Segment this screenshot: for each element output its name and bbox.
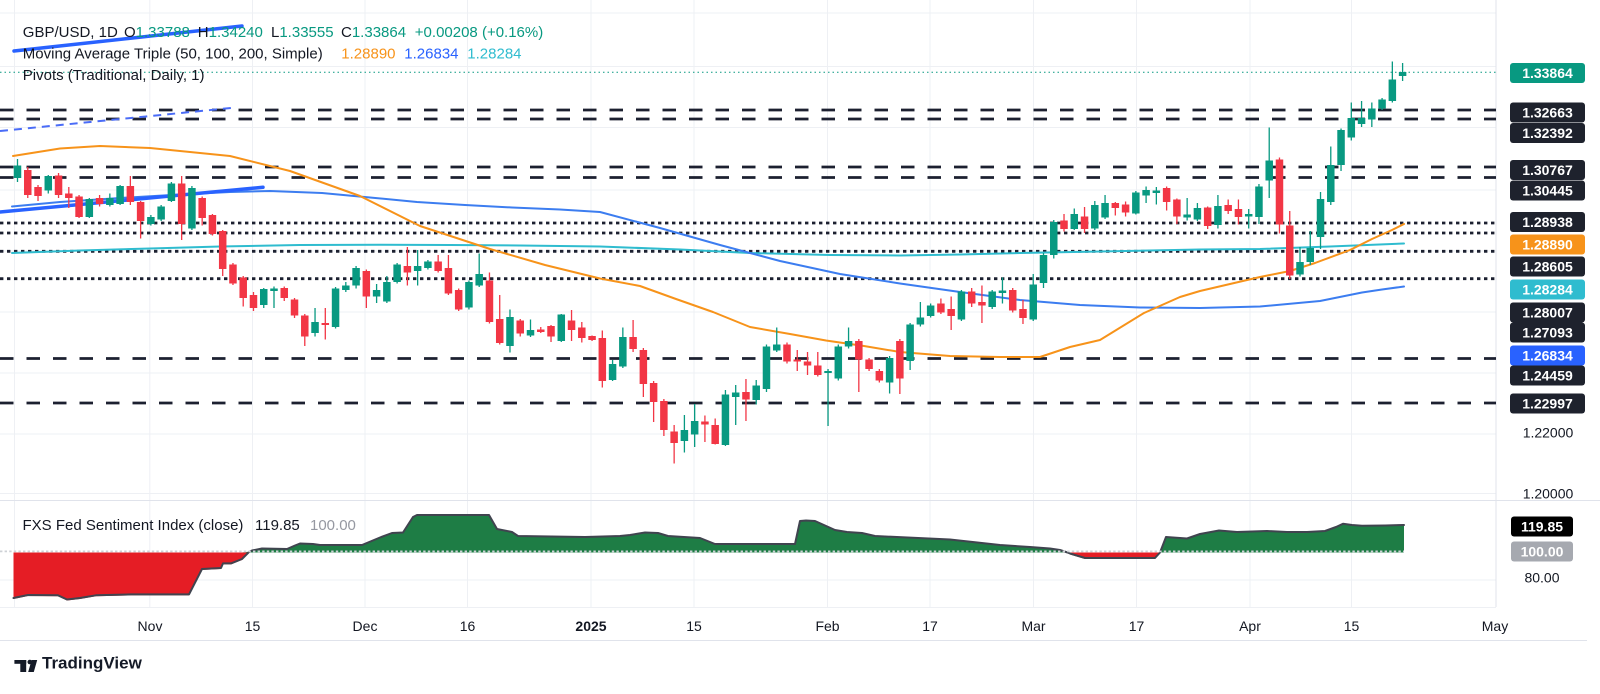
svg-text:Nov: Nov xyxy=(138,618,163,634)
svg-text:119.85: 119.85 xyxy=(255,517,300,534)
svg-text:Feb: Feb xyxy=(815,618,839,634)
svg-text:Dec: Dec xyxy=(353,618,378,634)
svg-text:17: 17 xyxy=(922,618,938,634)
svg-text:15: 15 xyxy=(686,618,702,634)
svg-text:1.28284: 1.28284 xyxy=(1522,282,1573,298)
svg-text:+0.00208 (+0.16%): +0.00208 (+0.16%) xyxy=(415,24,543,41)
svg-text:1.26834: 1.26834 xyxy=(1522,348,1573,364)
svg-text:15: 15 xyxy=(245,618,261,634)
svg-text:100.00: 100.00 xyxy=(1521,544,1564,560)
svg-text:1.28890: 1.28890 xyxy=(341,46,395,63)
svg-text:Moving Average Triple (50, 100: Moving Average Triple (50, 100, 200, Sim… xyxy=(23,46,323,63)
svg-text:100.00: 100.00 xyxy=(310,517,356,534)
svg-text:O1.33788: O1.33788 xyxy=(124,24,190,41)
svg-text:80.00: 80.00 xyxy=(1524,570,1559,586)
svg-text:1.22000: 1.22000 xyxy=(1523,425,1574,441)
svg-text:1.22997: 1.22997 xyxy=(1522,396,1573,412)
svg-text:1.28605: 1.28605 xyxy=(1522,259,1573,275)
svg-text:1.30767: 1.30767 xyxy=(1522,162,1573,178)
svg-text:1.32392: 1.32392 xyxy=(1522,125,1573,141)
svg-text:1.24459: 1.24459 xyxy=(1522,368,1573,384)
svg-text:May: May xyxy=(1482,618,1508,634)
svg-text:TradingView: TradingView xyxy=(42,654,143,673)
svg-text:1.33864: 1.33864 xyxy=(1522,65,1573,81)
svg-text:2025: 2025 xyxy=(575,618,606,634)
svg-text:1.28007: 1.28007 xyxy=(1522,305,1573,321)
svg-text:GBP/USD, 1D: GBP/USD, 1D xyxy=(23,24,118,41)
svg-text:1.26834: 1.26834 xyxy=(404,46,458,63)
svg-text:1.20000: 1.20000 xyxy=(1523,486,1574,502)
svg-text:1.28890: 1.28890 xyxy=(1522,237,1573,253)
svg-text:1.28938: 1.28938 xyxy=(1522,214,1573,230)
svg-text:1.28284: 1.28284 xyxy=(467,46,521,63)
svg-text:Apr: Apr xyxy=(1239,618,1261,634)
svg-text:1.27093: 1.27093 xyxy=(1522,325,1573,341)
svg-text:1.32663: 1.32663 xyxy=(1522,105,1573,121)
svg-text:FXS Fed Sentiment Index (close: FXS Fed Sentiment Index (close) xyxy=(23,517,244,534)
svg-text:Mar: Mar xyxy=(1021,618,1045,634)
svg-text:15: 15 xyxy=(1344,618,1360,634)
svg-text:Pivots (Traditional, Daily, 1): Pivots (Traditional, Daily, 1) xyxy=(23,67,205,84)
svg-text:L1.33555: L1.33555 xyxy=(271,24,334,41)
svg-text:1.30445: 1.30445 xyxy=(1522,183,1573,199)
svg-text:119.85: 119.85 xyxy=(1521,519,1563,535)
svg-text:17: 17 xyxy=(1129,618,1145,634)
svg-text:C1.33864: C1.33864 xyxy=(341,24,406,41)
svg-text:16: 16 xyxy=(460,618,476,634)
svg-text:H1.34240: H1.34240 xyxy=(198,24,263,41)
